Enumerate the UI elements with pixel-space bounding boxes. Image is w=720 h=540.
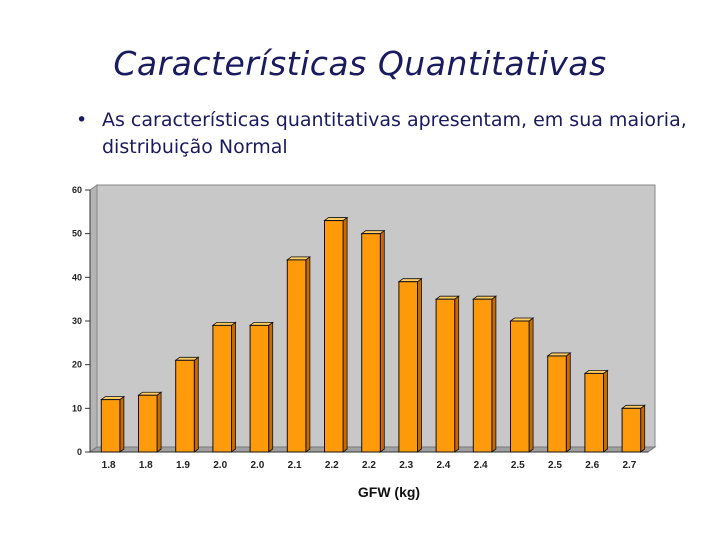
bar: [435, 298, 456, 453]
bar-chart: 0 10 20 30 40 50 60 1.8 1.8 1.9 2.0 2.0 2.1 2.2 2.2 2.3…: [72, 184, 657, 500]
y-tick-label: 40: [72, 272, 82, 282]
y-tick-label: 60: [72, 185, 82, 195]
slide-title: Características Quantitativas: [113, 44, 607, 83]
bar: [324, 220, 344, 453]
bar-side: [342, 216, 348, 453]
bar-side: [491, 295, 497, 453]
x-tick-label: 2.4: [474, 460, 488, 471]
bar-side: [379, 229, 385, 453]
x-tick-label: 1.8: [102, 460, 116, 471]
bar: [100, 399, 121, 453]
bar-side: [268, 321, 274, 453]
bar-side: [119, 395, 125, 453]
x-tick-label: 2.7: [622, 460, 636, 471]
bar: [138, 394, 158, 453]
x-tick-label: 1.9: [176, 460, 190, 471]
x-tick-label: 2.0: [213, 460, 227, 471]
bar-side: [417, 277, 422, 453]
chart-side-wall: [89, 184, 98, 453]
x-tick-label: 2.6: [585, 460, 599, 471]
bar: [547, 355, 567, 453]
bar: [398, 281, 418, 453]
bullet-marker: •: [76, 109, 88, 131]
bar-side: [565, 352, 571, 453]
bar: [175, 359, 195, 453]
bullet-text: As características quantitativas apresen…: [102, 109, 687, 158]
bar: [472, 298, 493, 453]
y-tick-label: 30: [72, 316, 82, 326]
x-tick-label: 2.2: [325, 460, 339, 471]
x-tick-label: 2.3: [399, 460, 413, 471]
y-tick-label: 50: [72, 229, 82, 239]
bar-side: [454, 295, 460, 453]
bullet-item: • As características quantitativas apres…: [76, 107, 698, 161]
bar: [361, 233, 381, 453]
bar: [510, 320, 530, 453]
x-tick-label: 1.8: [139, 460, 153, 471]
bar-side: [231, 321, 236, 453]
bar-side: [156, 391, 162, 453]
y-tick-label: 10: [72, 403, 82, 413]
bar: [212, 324, 232, 453]
bar-side: [640, 404, 646, 453]
x-tick-label: 2.5: [511, 460, 525, 471]
bar: [584, 372, 605, 453]
bar-side: [528, 317, 534, 453]
bar: [621, 407, 642, 453]
x-tick-label: 2.4: [436, 460, 450, 471]
x-tick-label: 2.1: [288, 460, 302, 471]
x-tick-label: 2.0: [250, 460, 264, 471]
bar: [286, 259, 307, 453]
y-tick-label: 0: [77, 447, 82, 457]
bar-side: [603, 369, 608, 453]
x-axis-title: GFW (kg): [358, 484, 420, 500]
bar: [249, 324, 270, 453]
y-tick-label: 20: [72, 360, 82, 370]
bar-side: [193, 356, 199, 453]
x-tick-label: 2.5: [548, 460, 562, 471]
bar-side: [305, 256, 311, 453]
x-tick-label: 2.2: [362, 460, 376, 471]
